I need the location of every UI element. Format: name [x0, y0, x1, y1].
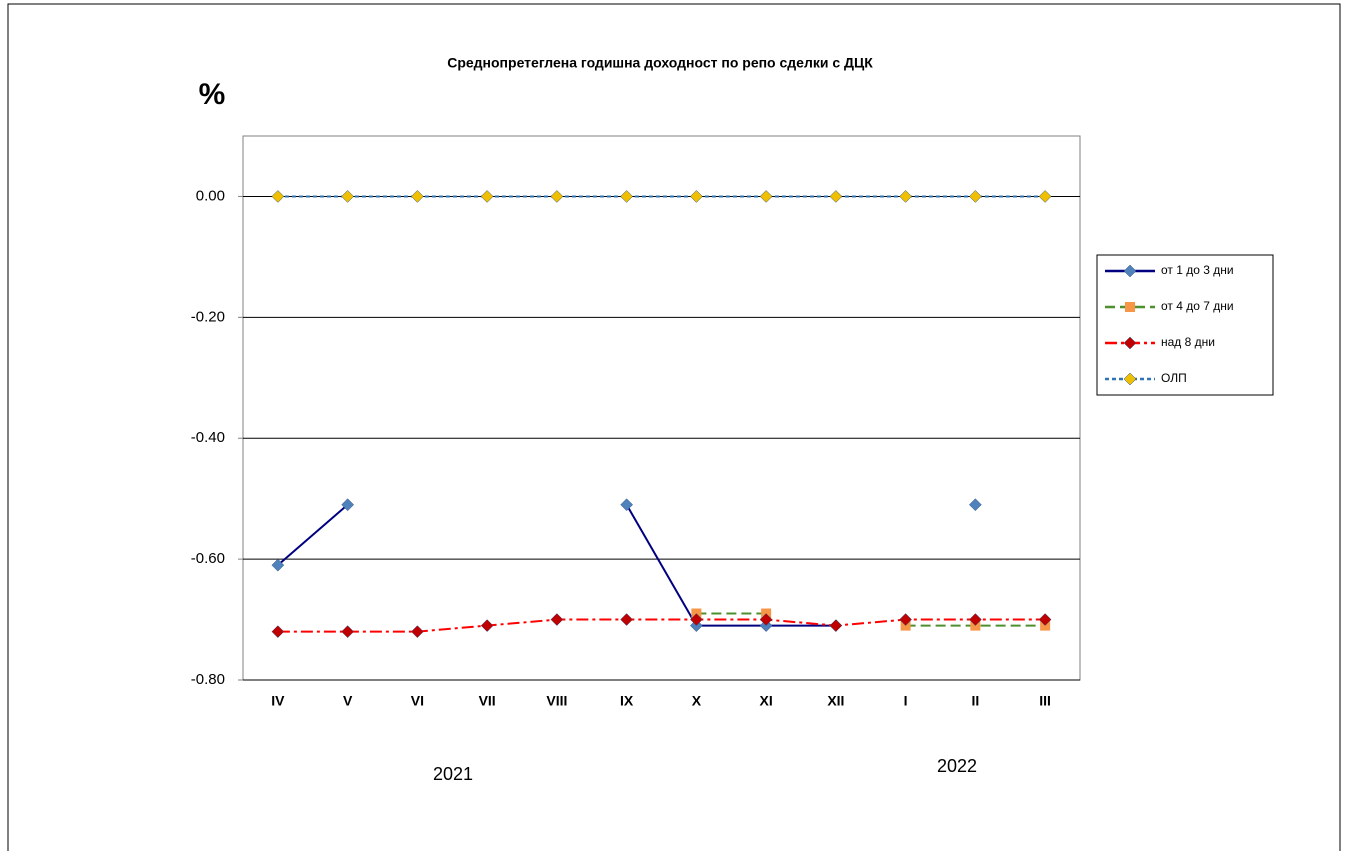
marker [759, 190, 773, 203]
marker [411, 625, 424, 638]
marker [899, 190, 912, 203]
marker [480, 619, 494, 632]
marker [620, 190, 633, 203]
plot-area [242, 135, 1081, 681]
marker [341, 498, 354, 512]
y-tick-label: -0.40 [191, 429, 225, 446]
x-tick-label: VIII [546, 693, 567, 709]
legend-label: ОЛП [1161, 371, 1187, 385]
marker [1123, 372, 1137, 386]
legend-label: от 4 до 7 дни [1161, 299, 1234, 313]
x-tick-label: III [1039, 693, 1051, 709]
marker [1125, 302, 1135, 312]
marker [969, 190, 982, 203]
series-line [277, 618, 1046, 633]
x-tick-label: XII [827, 693, 844, 709]
marker [341, 190, 354, 203]
x-tick-label: VII [479, 693, 496, 709]
y-tick-label: -0.60 [191, 550, 225, 567]
marker [620, 498, 633, 512]
x-tick-label: II [971, 693, 979, 709]
marker [899, 613, 912, 626]
x-tick-label: VI [411, 693, 424, 709]
y-tick-label: 0.00 [196, 187, 225, 204]
marker [480, 190, 494, 203]
marker [759, 613, 773, 626]
y-tick-label: -0.80 [191, 671, 225, 688]
marker [411, 190, 424, 203]
marker [829, 190, 843, 203]
marker [341, 625, 354, 638]
y-axis-label: % [199, 78, 226, 111]
marker [271, 558, 285, 572]
marker [1123, 336, 1137, 350]
marker [690, 613, 703, 626]
marker [1038, 190, 1052, 203]
marker [550, 190, 564, 203]
marker [1123, 264, 1137, 278]
marker [620, 613, 633, 626]
marker [271, 625, 285, 638]
marker [969, 498, 982, 512]
x-tick-label: IX [620, 693, 634, 709]
x-tick-label: IV [271, 693, 285, 709]
x-tick-label: XI [760, 693, 773, 709]
marker [690, 190, 703, 203]
marker [969, 613, 982, 626]
x-tick-label: I [904, 693, 908, 709]
chart-title: Среднопретеглена годишна доходност по ре… [447, 55, 873, 71]
x-tick-label: V [343, 693, 353, 709]
marker [829, 619, 843, 632]
x-tick-label: X [692, 693, 702, 709]
marker [550, 613, 564, 626]
y-tick-label: -0.20 [191, 308, 225, 325]
legend-label: над 8 дни [1161, 335, 1215, 349]
legend-label: от 1 до 3 дни [1161, 263, 1234, 277]
year-label: 2022 [937, 756, 977, 776]
year-label: 2021 [433, 764, 473, 784]
marker [271, 190, 285, 203]
marker [1038, 613, 1052, 626]
legend-box [1096, 254, 1274, 396]
